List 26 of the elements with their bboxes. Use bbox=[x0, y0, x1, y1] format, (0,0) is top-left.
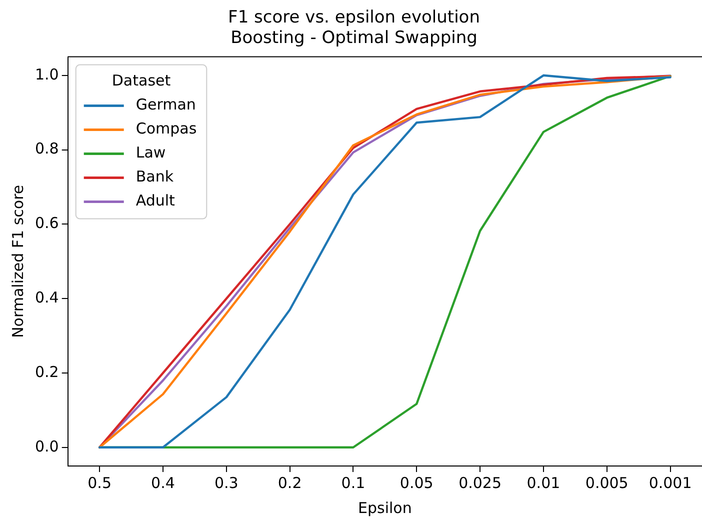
x-tick-label: 0.5 bbox=[88, 474, 112, 492]
x-tick-label: 0.01 bbox=[526, 474, 560, 492]
y-tick-label: 0.4 bbox=[34, 288, 59, 306]
y-tick-label: 1.0 bbox=[34, 65, 59, 84]
text: Boosting - Optimal Swapping bbox=[230, 28, 478, 48]
x-tick-label: 0.3 bbox=[214, 474, 238, 492]
text: F1 score vs. epsilon evolution bbox=[228, 8, 480, 28]
x-tick-label: 0.005 bbox=[585, 474, 628, 492]
x-tick-label: 0.2 bbox=[278, 474, 302, 492]
x-tick-label: 0.05 bbox=[400, 474, 434, 492]
x-tick-label: 0.4 bbox=[151, 474, 175, 492]
legend-label: Law bbox=[136, 144, 166, 162]
y-tick-label: 0.6 bbox=[34, 214, 59, 232]
y-tick-label: 0.0 bbox=[34, 437, 59, 456]
x-tick-label: 0.001 bbox=[648, 474, 692, 492]
y-tick-label: 0.2 bbox=[34, 362, 59, 381]
y-tick-label: 0.8 bbox=[34, 140, 59, 158]
legend-title: Dataset bbox=[112, 72, 171, 90]
legend-label: Compas bbox=[136, 120, 197, 138]
legend-label: Bank bbox=[136, 168, 174, 186]
x-tick-label: 0.1 bbox=[341, 474, 366, 492]
legend-label: Adult bbox=[136, 192, 176, 210]
legend-label: German bbox=[136, 96, 196, 114]
x-tick-label: 0.025 bbox=[458, 474, 502, 492]
x-axis-title: Epsilon bbox=[358, 498, 412, 517]
y-axis-title: Normalized F1 score bbox=[8, 184, 27, 338]
